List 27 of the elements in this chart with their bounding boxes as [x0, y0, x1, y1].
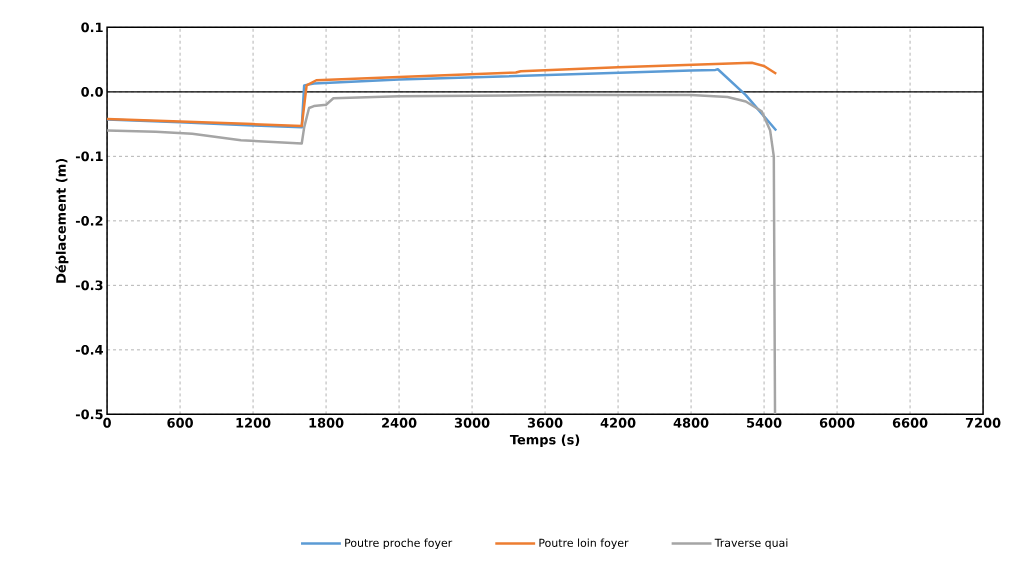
- legend-label: Poutre loin foyer: [539, 538, 629, 550]
- legend-label: Traverse quai: [714, 538, 788, 550]
- x-tick-label: 6600: [892, 417, 928, 428]
- y-tick-label: -0.1: [75, 151, 103, 162]
- x-tick-label: 2400: [382, 417, 417, 428]
- x-tick-label: 6000: [819, 417, 855, 428]
- y-tick-label: -0.4: [75, 344, 103, 355]
- y-tick-label: -0.2: [75, 215, 103, 226]
- x-tick-label: 1200: [236, 417, 271, 428]
- x-axis-title: Temps (s): [509, 434, 580, 448]
- y-tick-label: 0.1: [81, 22, 103, 33]
- x-tick-label: 5400: [747, 417, 782, 428]
- y-tick-label: -0.3: [75, 280, 103, 291]
- x-tick-label: 4800: [673, 417, 709, 428]
- x-tick-label: 7200: [965, 417, 1001, 428]
- y-tick-label: 0.0: [81, 86, 103, 97]
- x-tick-label: 600: [167, 417, 193, 428]
- y-axis-title: Déplacement (m): [55, 158, 69, 283]
- x-tick-label: 3600: [527, 417, 563, 428]
- x-tick-label: 1800: [309, 417, 344, 428]
- line-series: [107, 61, 778, 128]
- x-tick-label: 0: [103, 417, 111, 428]
- legend-label: Poutre proche foyer: [345, 538, 453, 550]
- x-tick-label: 3000: [454, 417, 490, 428]
- x-tick-label: 4200: [600, 417, 636, 428]
- line-series: [107, 93, 777, 415]
- y-tick-label: -0.5: [75, 409, 103, 420]
